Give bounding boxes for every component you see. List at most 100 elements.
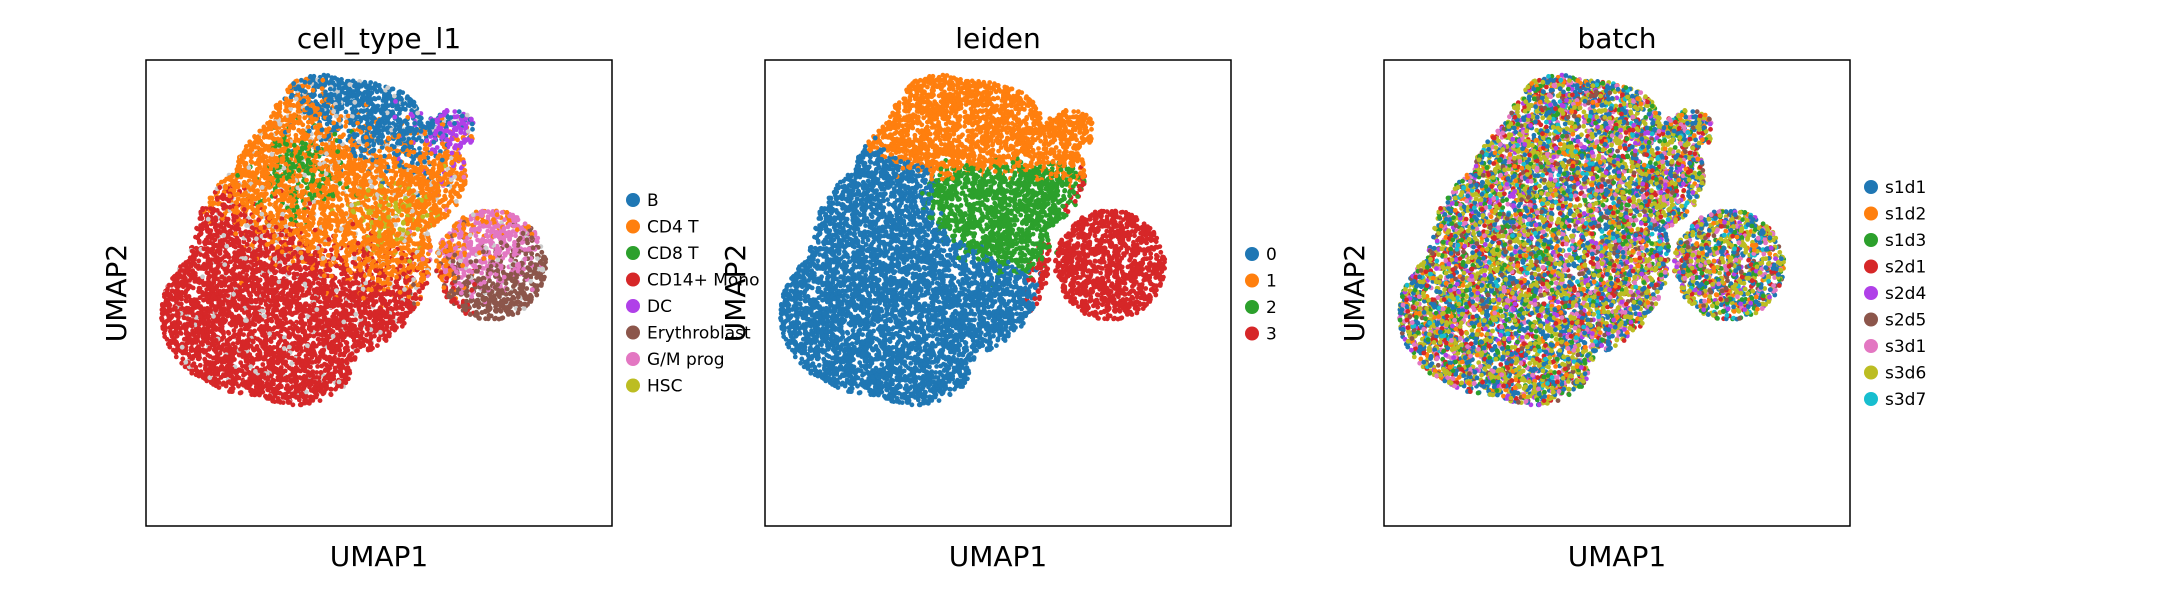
scatter-point — [356, 207, 361, 213]
scatter-point — [459, 275, 464, 280]
scatter-point — [290, 259, 296, 265]
scatter-point — [470, 126, 475, 132]
scatter-point — [180, 356, 186, 362]
scatter-point — [173, 305, 178, 311]
scatter-point — [390, 264, 396, 270]
scatter-point — [453, 199, 459, 204]
scatter-point — [416, 205, 422, 211]
scatter-point — [434, 145, 440, 150]
scatter-point — [210, 333, 216, 339]
scatter-point — [295, 328, 301, 334]
scatter-point — [347, 317, 353, 323]
scatter-point — [289, 361, 295, 366]
scatter-point — [485, 209, 491, 215]
scatter-point — [419, 138, 425, 144]
scatter-point — [217, 350, 223, 356]
scatter-point — [476, 300, 482, 306]
scatter-point — [337, 78, 343, 83]
scatter-point — [373, 200, 379, 206]
scatter-point — [277, 182, 282, 188]
scatter-point — [241, 239, 247, 245]
scatter-point — [204, 287, 210, 292]
scatter-point — [476, 304, 482, 310]
scatter-point — [184, 298, 189, 304]
scatter-point — [376, 230, 382, 235]
scatter-point — [339, 203, 345, 208]
scatter-point — [246, 237, 252, 243]
scatter-point — [189, 370, 195, 376]
scatter-point — [299, 288, 305, 294]
scatter-point — [283, 310, 289, 316]
scatter-point — [534, 275, 540, 280]
scatter-point — [519, 240, 525, 246]
scatter-point — [315, 364, 320, 369]
scatter-point — [179, 360, 185, 366]
scatter-point — [216, 380, 222, 385]
scatter-point — [247, 292, 253, 298]
scatter-point — [379, 145, 385, 150]
scatter-point — [212, 376, 218, 382]
scatter-point — [342, 170, 348, 176]
scatter-point — [434, 268, 440, 273]
scatter-point — [299, 348, 304, 354]
scatter-point — [411, 247, 416, 253]
scatter-point — [325, 200, 330, 206]
scatter-point — [206, 340, 211, 346]
scatter-point — [472, 303, 477, 309]
scatter-point — [524, 286, 530, 291]
scatter-point — [267, 201, 273, 207]
scatter-point — [233, 244, 238, 250]
scatter-point — [415, 301, 421, 307]
scatter-point — [370, 174, 375, 180]
scatter-point — [288, 106, 294, 112]
scatter-point — [491, 300, 497, 306]
scatter-point — [317, 299, 323, 305]
scatter-point — [415, 226, 421, 232]
scatter-point — [469, 294, 475, 300]
scatter-point — [356, 256, 362, 262]
scatter-point — [290, 402, 296, 408]
scatter-point — [390, 103, 395, 109]
scatter-point — [502, 217, 507, 223]
scatter-point — [458, 187, 464, 193]
scatter-point — [223, 270, 229, 276]
scatter-point — [362, 147, 368, 153]
scatter-point — [243, 276, 249, 282]
scatter-point — [298, 77, 304, 83]
scatter-point — [266, 148, 272, 153]
scatter-point — [521, 306, 527, 311]
scatter-point — [179, 305, 185, 311]
scatter-point — [260, 362, 266, 367]
scatter-point — [284, 293, 290, 298]
scatter-point — [527, 227, 533, 233]
scatter-point — [422, 131, 428, 137]
scatter-point — [236, 226, 242, 232]
scatter-point — [284, 104, 289, 110]
scatter-point — [438, 149, 443, 154]
scatter-point — [266, 223, 272, 229]
scatter-point — [269, 152, 275, 157]
scatter-point — [337, 138, 343, 144]
scatter-point — [196, 238, 202, 244]
scatter-point — [307, 201, 313, 206]
scatter-point — [342, 242, 348, 248]
scatter-point — [337, 134, 343, 140]
scatter-point — [515, 310, 521, 316]
scatter-point — [393, 222, 398, 228]
scatter-point — [333, 386, 338, 392]
scatter-point — [364, 332, 369, 338]
scatter-point — [303, 398, 309, 403]
scatter-point — [173, 354, 179, 360]
scatter-point — [485, 228, 491, 234]
scatter-point — [412, 292, 418, 297]
scatter-point — [315, 253, 321, 259]
scatter-point — [288, 379, 294, 385]
scatter-point — [468, 134, 474, 139]
scatter-point — [451, 184, 457, 190]
scatter-point — [442, 193, 447, 199]
scatter-point — [365, 222, 371, 228]
scatter-point — [257, 392, 262, 398]
scatter-point — [513, 233, 518, 239]
